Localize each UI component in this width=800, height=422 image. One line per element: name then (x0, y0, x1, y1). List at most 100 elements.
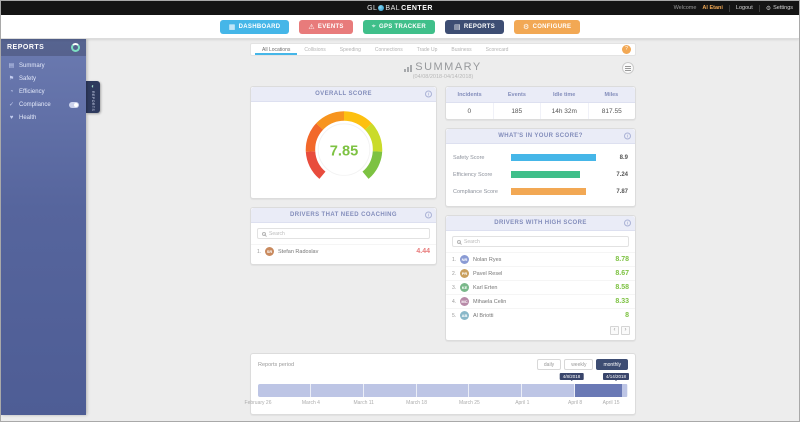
subtab-connections[interactable]: Connections (374, 46, 403, 53)
check-icon: ✓ (8, 102, 15, 108)
nav-events-button[interactable]: ⚠ EVENTS (299, 19, 353, 34)
driver-score: 8 (625, 312, 629, 319)
selected-range[interactable] (575, 384, 623, 397)
driver-row[interactable]: 4. MC Mihaela Celin 8.33 (446, 294, 635, 308)
nav-gps-tracker-button[interactable]: ⌖ GPS TRACKER (362, 19, 435, 34)
daily-button[interactable]: daily (536, 359, 562, 370)
score-bar-track (511, 154, 606, 161)
range-start-handle[interactable]: 4/8/2018 (559, 373, 584, 381)
axis-label: March 11 (353, 400, 374, 406)
pie-icon: ◐ (91, 84, 95, 90)
sidebar-item-compliance[interactable]: ✓ Compliance (1, 98, 86, 111)
driver-row[interactable]: 3. KE Karl Erten 8.58 (446, 280, 635, 294)
right-column: Incidents Events Idle time Miles 0 185 1… (445, 86, 636, 341)
settings-label: Settings (773, 5, 793, 11)
sidebar-item-summary[interactable]: ▤ Summary (1, 59, 86, 72)
settings-link[interactable]: ⚙ Settings (766, 5, 793, 12)
driver-score: 8.33 (615, 298, 629, 305)
stat-value-events: 185 (492, 103, 541, 119)
compliance-toggle[interactable] (69, 101, 79, 108)
next-page-button[interactable]: › (621, 326, 630, 335)
driver-row[interactable]: 1. NR Nolan Ryes 8.78 (446, 252, 635, 266)
subtab-scorecard[interactable]: Scorecard (485, 46, 509, 53)
date-range: (04/08/2018-04/14/2018) (412, 74, 474, 80)
avatar: MC (460, 297, 469, 306)
nav-label: EVENTS (317, 23, 344, 30)
location-icon: ⌖ (371, 22, 376, 30)
high-score-search-input[interactable] (464, 238, 624, 245)
main-nav: ▦ DASHBOARD ⚠ EVENTS ⌖ GPS TRACKER ▤ REP… (1, 15, 799, 39)
stat-label-idle-time: Idle time (552, 91, 576, 98)
driver-row[interactable]: 5. AB Al Briotti 8 (446, 308, 635, 322)
export-menu-button[interactable] (622, 62, 634, 74)
prev-page-button[interactable]: ‹ (610, 326, 619, 335)
sidebar-item-safety[interactable]: ⚑ Safety (1, 72, 86, 85)
alert-icon: ⚠ (308, 23, 315, 31)
divider (758, 4, 760, 12)
nav-label: DASHBOARD (238, 23, 281, 30)
nav-dashboard-button[interactable]: ▦ DASHBOARD (219, 19, 290, 34)
driver-name: Stefan Radoslav (278, 248, 319, 255)
logo-text-mid: BAL (385, 4, 401, 12)
score-row-compliance: Compliance Score 7.87 (453, 183, 628, 200)
driver-row[interactable]: 2. PR Pavel Resel 8.67 (446, 266, 635, 280)
period-header: Reports period daily weekly monthly (258, 359, 628, 370)
avatar: SR (265, 247, 274, 256)
user-name[interactable]: Al Etani (702, 5, 723, 11)
subtab-business[interactable]: Business (451, 46, 472, 53)
driver-row[interactable]: 1. SR Stefan Radoslav 4.44 (251, 244, 436, 258)
driver-score: 8.67 (615, 270, 629, 277)
nav-reports-button[interactable]: ▤ REPORTS (444, 19, 504, 34)
score-breakdown-body: Safety Score 8.9 Efficiency Score (446, 144, 635, 206)
info-icon[interactable]: i (425, 90, 432, 98)
logo-text-left: GL (367, 4, 378, 12)
axis-label: March 18 (406, 400, 427, 406)
sidebar-title: REPORTS (7, 44, 45, 51)
score-breakdown-card: WHAT'S IN YOUR SCORE? i Safety Score 8.9 (445, 128, 636, 207)
sidebar-item-health[interactable]: ♥ Health (1, 111, 86, 124)
driver-name: Nolan Ryes (473, 256, 502, 263)
logout-link[interactable]: Logout (735, 5, 753, 11)
wrench-icon: ⚙ (523, 23, 530, 31)
subtab-all-locations[interactable]: All Locations (255, 44, 297, 55)
card-title: DRIVERS THAT NEED COACHING (290, 212, 397, 218)
sidebar-item-label: Efficiency (19, 88, 45, 95)
help-button[interactable]: ? (622, 45, 631, 54)
card-title: OVERALL SCORE (315, 91, 372, 97)
weekly-button[interactable]: weekly (564, 359, 594, 370)
sidebar-item-label: Safety (19, 75, 37, 82)
overall-score-value: 7.85 (329, 143, 357, 159)
range-end-handle[interactable]: 4/14/2018 (602, 373, 629, 381)
avatar: NR (460, 255, 469, 264)
info-icon[interactable]: i (624, 219, 631, 227)
overall-score-card: OVERALL SCORE i (250, 86, 437, 199)
score-bar (511, 154, 596, 161)
search-icon (457, 239, 461, 244)
period-buttons: daily weekly monthly (536, 359, 628, 370)
monthly-button[interactable]: monthly (596, 359, 628, 370)
coaching-search-input[interactable] (269, 230, 425, 237)
score-value: 7.87 (616, 188, 628, 195)
subtab-collisions[interactable]: Collisions (304, 46, 326, 53)
stats-values: 0 185 14h 32m 817.55 (446, 103, 635, 119)
menu-line (625, 67, 631, 69)
score-label: Efficiency Score (453, 171, 493, 178)
nav-configure-button[interactable]: ⚙ CONFIGURE (514, 19, 581, 34)
subtab-trade-up[interactable]: Trade Up (416, 46, 438, 53)
logo-text-right: CENTER (401, 4, 433, 12)
report-subtabs: All Locations Collisions Speeding Connec… (250, 43, 636, 56)
subtab-speeding[interactable]: Speeding (339, 46, 361, 53)
sidebar-item-efficiency[interactable]: ◔ Efficiency (1, 85, 86, 98)
summary-icon: ▤ (8, 63, 15, 69)
sidebar-item-label: Health (19, 114, 37, 121)
dashboard-icon: ▦ (228, 23, 236, 31)
menu-line (625, 69, 631, 71)
info-icon[interactable]: i (624, 132, 631, 140)
driver-name: Al Briotti (473, 312, 494, 319)
topbar: GL BAL CENTER Welcome Al Etani Logout ⚙ … (1, 1, 799, 15)
score-bar (511, 171, 580, 178)
timeline-bar[interactable] (258, 384, 629, 397)
reports-flyout-tab[interactable]: ◐ REPORTS (86, 81, 100, 113)
driver-rank: 2. (452, 270, 457, 277)
info-icon[interactable]: i (425, 211, 432, 219)
